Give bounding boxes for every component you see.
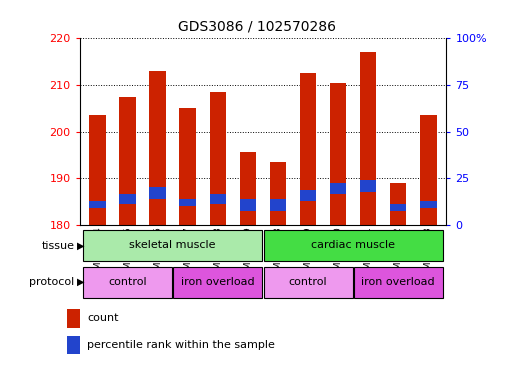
Bar xyxy=(83,267,172,298)
Bar xyxy=(360,52,377,225)
Bar xyxy=(360,180,377,192)
Bar xyxy=(330,183,346,194)
Text: iron overload: iron overload xyxy=(181,276,254,286)
Text: control: control xyxy=(108,276,147,286)
Bar xyxy=(420,115,437,225)
Text: GDS3086 / 102570286: GDS3086 / 102570286 xyxy=(177,19,336,33)
Bar xyxy=(89,115,106,225)
Bar xyxy=(300,73,317,225)
Bar xyxy=(420,201,437,209)
Bar xyxy=(180,108,196,225)
Bar xyxy=(390,183,406,225)
Bar xyxy=(120,97,136,225)
Text: skeletal muscle: skeletal muscle xyxy=(129,240,216,250)
Text: tissue: tissue xyxy=(42,241,74,251)
Bar xyxy=(209,194,226,204)
Bar xyxy=(390,204,406,211)
Text: iron overload: iron overload xyxy=(361,276,435,286)
Bar xyxy=(270,162,286,225)
Bar xyxy=(149,187,166,199)
Bar xyxy=(330,83,346,225)
Bar xyxy=(173,267,262,298)
Bar xyxy=(120,194,136,204)
Text: ▶: ▶ xyxy=(77,241,85,251)
Bar xyxy=(83,230,262,262)
Text: percentile rank within the sample: percentile rank within the sample xyxy=(87,340,275,350)
Bar xyxy=(180,199,196,206)
Text: control: control xyxy=(289,276,327,286)
Bar xyxy=(209,92,226,225)
Text: cardiac muscle: cardiac muscle xyxy=(311,240,395,250)
Bar xyxy=(264,267,352,298)
Bar xyxy=(67,336,80,354)
Bar xyxy=(264,230,443,262)
Bar xyxy=(353,267,443,298)
Bar xyxy=(149,71,166,225)
Bar xyxy=(270,199,286,211)
Text: count: count xyxy=(87,313,119,323)
Bar xyxy=(89,201,106,209)
Bar xyxy=(300,190,317,201)
Bar xyxy=(240,152,256,225)
Text: ▶: ▶ xyxy=(77,277,85,287)
Text: protocol: protocol xyxy=(29,277,74,287)
Bar xyxy=(240,199,256,211)
Bar xyxy=(67,309,80,328)
